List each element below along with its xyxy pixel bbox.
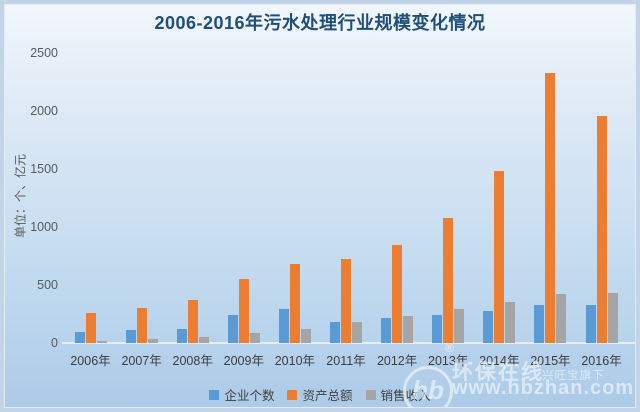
bar-revenue-2008 xyxy=(198,337,209,343)
legend-label-enterprises: 企业个数 xyxy=(224,389,275,403)
bar-revenue-2010 xyxy=(300,329,311,343)
bar-revenue-2015 xyxy=(556,293,567,343)
x-label-2016: 2016年 xyxy=(581,354,622,368)
legend-swatch-revenue xyxy=(365,389,376,400)
bar-assets-2015 xyxy=(545,72,556,343)
legend-item-enterprises: 企业个数 xyxy=(209,385,274,404)
y-tick-label-1500: 1500 xyxy=(30,162,58,176)
y-tick-label-500: 500 xyxy=(37,278,58,292)
bar-revenue-2011 xyxy=(352,321,362,343)
bar-assets-2009 xyxy=(238,278,249,343)
chart-title: 2006-2016年污水处理行业规模变化情况 xyxy=(154,13,486,33)
bar-enterprises-2014 xyxy=(483,311,494,343)
legend-swatch-assets xyxy=(287,389,298,400)
x-label-2010: 2010年 xyxy=(274,354,316,368)
bar-assets-2010 xyxy=(289,264,300,343)
bar-assets-2011 xyxy=(341,258,351,343)
bar-revenue-2016 xyxy=(607,292,618,343)
bar-enterprises-2008 xyxy=(176,328,187,343)
legend-label-revenue: 销售收入 xyxy=(380,389,431,403)
bar-enterprises-2011 xyxy=(330,322,340,343)
bar-assets-2006 xyxy=(85,313,96,343)
legend-swatch-enterprises xyxy=(209,389,220,400)
x-label-2014: 2014年 xyxy=(479,354,520,368)
x-label-2009: 2009年 xyxy=(223,354,264,368)
bar-enterprises-2012 xyxy=(381,318,392,343)
x-label-2011: 2011年 xyxy=(326,354,366,368)
bar-assets-2012 xyxy=(392,244,403,343)
y-tick-label-2000: 2000 xyxy=(30,104,58,118)
bar-enterprises-2010 xyxy=(278,308,289,343)
bar-revenue-2013 xyxy=(454,309,465,343)
legend-label-assets: 资产总额 xyxy=(302,389,353,403)
x-axis-line xyxy=(62,342,637,344)
y-tick-label-0: 0 xyxy=(51,336,58,350)
x-label-2008: 2008年 xyxy=(172,354,213,368)
bar-assets-2008 xyxy=(187,300,198,343)
bar-enterprises-2016 xyxy=(585,304,596,343)
legend-item-assets: 资产总额 xyxy=(287,385,353,404)
x-label-2013: 2013年 xyxy=(428,354,469,368)
x-label-2012: 2012年 xyxy=(376,354,418,368)
bar-assets-2013 xyxy=(443,217,454,343)
bar-assets-2007 xyxy=(136,308,147,343)
bar-revenue-2012 xyxy=(403,316,414,343)
bar-enterprises-2006 xyxy=(74,331,85,343)
bar-enterprises-2007 xyxy=(125,330,136,343)
bar-assets-2016 xyxy=(596,115,607,343)
bar-revenue-2014 xyxy=(505,302,516,343)
bar-enterprises-2015 xyxy=(534,304,545,343)
legend: 企业个数 资产总额 销售收入 xyxy=(0,385,640,404)
bar-assets-2014 xyxy=(494,171,505,343)
x-label-2015: 2015年 xyxy=(530,354,571,368)
x-label-2006: 2006年 xyxy=(70,354,111,368)
legend-item-revenue: 销售收入 xyxy=(365,385,431,404)
bar-enterprises-2009 xyxy=(227,315,238,343)
bar-revenue-2006 xyxy=(96,340,107,343)
bar-enterprises-2013 xyxy=(432,314,443,343)
bar-revenue-2007 xyxy=(147,338,158,343)
watermark-subtitle: 兴旺宝旗下 xyxy=(542,370,605,382)
x-label-2007: 2007年 xyxy=(121,354,162,368)
y-tick-label-2500: 2500 xyxy=(30,46,58,60)
bar-revenue-2009 xyxy=(249,332,260,343)
y-tick-label-1000: 1000 xyxy=(30,220,58,234)
